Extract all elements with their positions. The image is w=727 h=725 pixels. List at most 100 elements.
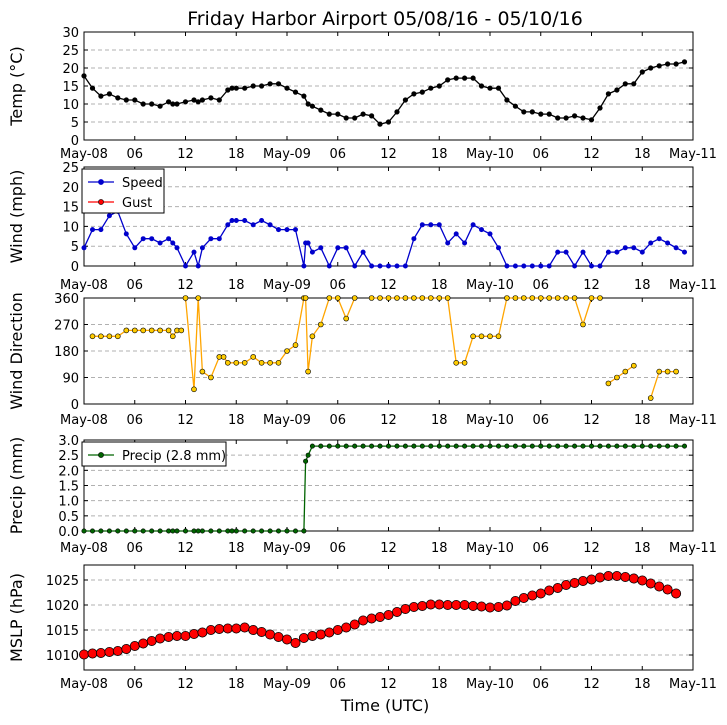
panel-wind: 0 5 10 15 20 25 May-08 06 12 18 May-09 06 12 18 May-10… bbox=[7, 161, 717, 293]
x-tick-label: 06 bbox=[532, 413, 549, 428]
data-point bbox=[157, 528, 163, 534]
data-point bbox=[351, 295, 358, 301]
data-point bbox=[628, 573, 639, 584]
data-point bbox=[436, 443, 442, 449]
x-tick-label: 18 bbox=[228, 413, 245, 428]
y-tick-label: 180 bbox=[54, 345, 79, 360]
x-tick-label: May-08 bbox=[60, 677, 108, 692]
data-point bbox=[468, 601, 479, 612]
data-point bbox=[195, 295, 201, 301]
data-point bbox=[335, 443, 341, 449]
x-tick-label: 06 bbox=[532, 541, 549, 556]
data-point bbox=[580, 443, 586, 449]
data-point bbox=[605, 249, 611, 255]
data-point bbox=[188, 629, 199, 640]
data-point bbox=[358, 615, 369, 626]
data-point bbox=[250, 528, 256, 534]
data-point bbox=[459, 600, 470, 611]
data-point bbox=[614, 87, 620, 93]
y-tick-label: 20 bbox=[62, 62, 79, 77]
data-point bbox=[563, 443, 569, 449]
data-point bbox=[561, 580, 572, 591]
data-point bbox=[580, 115, 586, 121]
data-point bbox=[510, 596, 521, 607]
data-point bbox=[318, 245, 324, 251]
data-point bbox=[434, 599, 445, 610]
data-point bbox=[445, 240, 451, 246]
data-point bbox=[665, 240, 671, 246]
x-tick-label: May-08 bbox=[60, 147, 108, 162]
data-point bbox=[369, 443, 375, 449]
data-point bbox=[208, 374, 214, 381]
data-point bbox=[366, 613, 377, 624]
data-point bbox=[79, 649, 90, 660]
data-point bbox=[360, 111, 366, 117]
data-point bbox=[292, 89, 299, 95]
data-point bbox=[183, 528, 189, 534]
data-point bbox=[157, 327, 163, 334]
x-tick-label: 12 bbox=[583, 413, 600, 428]
x-tick-label: May-10 bbox=[466, 677, 514, 692]
data-point bbox=[292, 342, 299, 348]
data-point bbox=[360, 249, 366, 255]
y-tick-label: 3.0 bbox=[58, 434, 79, 449]
data-point bbox=[301, 93, 307, 99]
data-point bbox=[335, 111, 341, 117]
data-point bbox=[630, 362, 637, 369]
x-tick-label: 12 bbox=[583, 278, 600, 293]
data-point bbox=[391, 607, 402, 618]
data-point bbox=[605, 380, 612, 387]
data-point bbox=[385, 263, 391, 269]
y-tick-label: 2.0 bbox=[58, 464, 79, 479]
data-point bbox=[326, 263, 332, 269]
data-point bbox=[470, 443, 476, 449]
data-point bbox=[216, 236, 222, 242]
plot-frame bbox=[83, 564, 694, 671]
data-point bbox=[394, 295, 400, 301]
data-point bbox=[341, 622, 352, 633]
data-point bbox=[199, 245, 205, 251]
data-point bbox=[597, 443, 603, 449]
data-point bbox=[377, 263, 383, 269]
data-point bbox=[504, 97, 510, 103]
data-point bbox=[408, 602, 419, 613]
x-tick-label: 18 bbox=[634, 413, 651, 428]
data-point bbox=[275, 528, 281, 534]
data-point bbox=[199, 97, 205, 103]
data-point bbox=[284, 528, 290, 534]
data-point bbox=[572, 263, 578, 269]
data-point bbox=[580, 321, 586, 328]
data-point bbox=[588, 263, 594, 269]
data-point bbox=[554, 295, 561, 301]
y-tick-label: 25 bbox=[62, 161, 79, 176]
data-point bbox=[461, 359, 468, 366]
data-point bbox=[81, 73, 87, 79]
y-tick-label: 0 bbox=[71, 398, 79, 413]
legend-label: Precip (2.8 mm) bbox=[122, 449, 226, 464]
x-tick-label: May-11 bbox=[669, 541, 717, 556]
data-point bbox=[317, 321, 324, 328]
data-point bbox=[444, 295, 451, 301]
data-point bbox=[495, 245, 501, 251]
data-point bbox=[622, 245, 628, 251]
data-point bbox=[157, 240, 163, 246]
data-point bbox=[520, 295, 527, 301]
data-point bbox=[377, 443, 383, 449]
data-point bbox=[631, 81, 637, 87]
x-tick-label: May-10 bbox=[466, 147, 514, 162]
data-point bbox=[318, 443, 324, 449]
data-point bbox=[225, 222, 231, 228]
data-point bbox=[603, 571, 614, 582]
y-tick-label: 90 bbox=[62, 372, 79, 387]
series-line-temp bbox=[83, 61, 685, 125]
data-point bbox=[301, 263, 307, 269]
data-point bbox=[205, 625, 216, 636]
data-point bbox=[501, 600, 512, 611]
x-tick-label: May-08 bbox=[60, 541, 108, 556]
x-tick-label: 18 bbox=[634, 147, 651, 162]
data-point bbox=[383, 610, 394, 621]
data-point bbox=[231, 623, 242, 634]
data-point bbox=[656, 443, 662, 449]
data-point bbox=[132, 97, 138, 103]
data-point bbox=[195, 99, 201, 105]
